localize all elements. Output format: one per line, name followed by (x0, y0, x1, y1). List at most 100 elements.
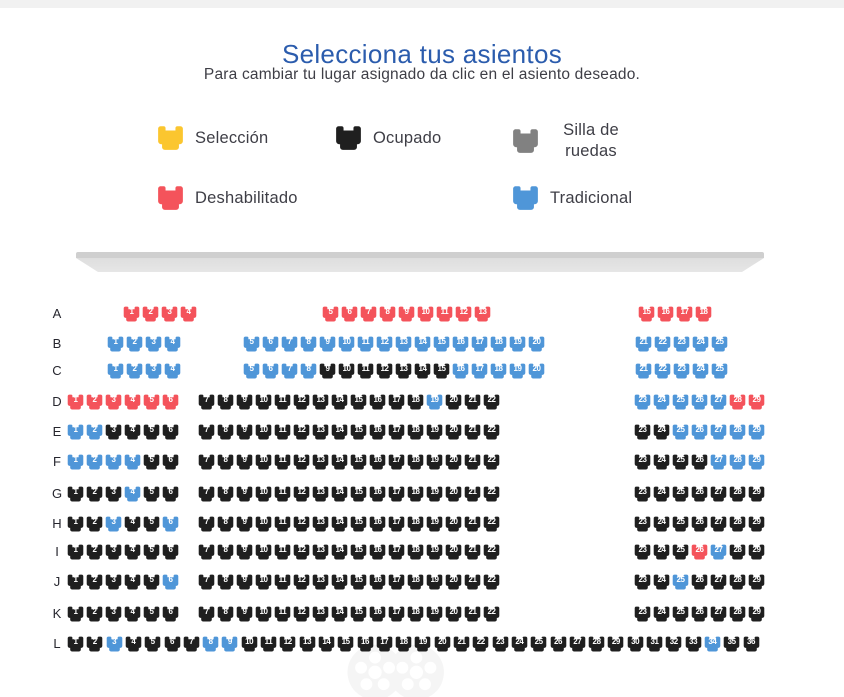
seat-l-23[interactable]: 23 (492, 635, 509, 653)
seat-j-25[interactable]: 25 (672, 573, 689, 591)
seat-l-5[interactable]: 5 (144, 635, 161, 653)
seat-j-8[interactable]: 8 (217, 573, 234, 591)
seat-e-26[interactable]: 26 (691, 423, 708, 441)
seat-d-6[interactable]: 6 (162, 393, 179, 411)
seat-k-19[interactable]: 19 (426, 605, 443, 623)
seat-b-9[interactable]: 9 (319, 335, 336, 353)
seat-b-15[interactable]: 15 (433, 335, 450, 353)
seat-k-18[interactable]: 18 (407, 605, 424, 623)
seat-g-2[interactable]: 2 (86, 485, 103, 503)
seat-j-13[interactable]: 13 (312, 573, 329, 591)
seat-e-28[interactable]: 28 (729, 423, 746, 441)
seat-l-4[interactable]: 4 (125, 635, 142, 653)
seat-b-24[interactable]: 24 (692, 335, 709, 353)
seat-k-12[interactable]: 12 (293, 605, 310, 623)
seat-i-22[interactable]: 22 (483, 543, 500, 561)
seat-i-26[interactable]: 26 (691, 543, 708, 561)
seat-j-27[interactable]: 27 (710, 573, 727, 591)
seat-l-12[interactable]: 12 (279, 635, 296, 653)
seat-l-17[interactable]: 17 (376, 635, 393, 653)
seat-e-11[interactable]: 11 (274, 423, 291, 441)
seat-a-10[interactable]: 10 (417, 305, 434, 323)
seat-e-16[interactable]: 16 (369, 423, 386, 441)
seat-l-21[interactable]: 21 (453, 635, 470, 653)
seat-j-9[interactable]: 9 (236, 573, 253, 591)
seat-a-12[interactable]: 12 (455, 305, 472, 323)
seat-j-19[interactable]: 19 (426, 573, 443, 591)
seat-j-21[interactable]: 21 (464, 573, 481, 591)
seat-g-21[interactable]: 21 (464, 485, 481, 503)
seat-h-16[interactable]: 16 (369, 515, 386, 533)
seat-e-6[interactable]: 6 (162, 423, 179, 441)
seat-d-20[interactable]: 20 (445, 393, 462, 411)
seat-f-10[interactable]: 10 (255, 453, 272, 471)
seat-i-9[interactable]: 9 (236, 543, 253, 561)
seat-c-4[interactable]: 4 (164, 362, 181, 380)
seat-c-9[interactable]: 9 (319, 362, 336, 380)
seat-l-33[interactable]: 33 (685, 635, 702, 653)
seat-f-21[interactable]: 21 (464, 453, 481, 471)
seat-f-20[interactable]: 20 (445, 453, 462, 471)
seat-g-10[interactable]: 10 (255, 485, 272, 503)
seat-k-13[interactable]: 13 (312, 605, 329, 623)
seat-e-1[interactable]: 1 (67, 423, 84, 441)
seat-l-36[interactable]: 36 (743, 635, 760, 653)
seat-g-28[interactable]: 28 (729, 485, 746, 503)
seat-c-13[interactable]: 13 (395, 362, 412, 380)
seat-a-7[interactable]: 7 (360, 305, 377, 323)
seat-b-14[interactable]: 14 (414, 335, 431, 353)
seat-k-22[interactable]: 22 (483, 605, 500, 623)
seat-f-16[interactable]: 16 (369, 453, 386, 471)
seat-l-31[interactable]: 31 (646, 635, 663, 653)
seat-h-26[interactable]: 26 (691, 515, 708, 533)
seat-i-7[interactable]: 7 (198, 543, 215, 561)
seat-d-8[interactable]: 8 (217, 393, 234, 411)
seat-a-1[interactable]: 1 (123, 305, 140, 323)
seat-h-11[interactable]: 11 (274, 515, 291, 533)
seat-d-7[interactable]: 7 (198, 393, 215, 411)
seat-l-19[interactable]: 19 (414, 635, 431, 653)
seat-i-15[interactable]: 15 (350, 543, 367, 561)
seat-f-7[interactable]: 7 (198, 453, 215, 471)
seat-k-5[interactable]: 5 (143, 605, 160, 623)
seat-h-23[interactable]: 23 (634, 515, 651, 533)
seat-l-32[interactable]: 32 (665, 635, 682, 653)
seat-e-2[interactable]: 2 (86, 423, 103, 441)
seat-j-23[interactable]: 23 (634, 573, 651, 591)
seat-l-22[interactable]: 22 (472, 635, 489, 653)
seat-d-14[interactable]: 14 (331, 393, 348, 411)
seat-b-21[interactable]: 21 (635, 335, 652, 353)
seat-j-10[interactable]: 10 (255, 573, 272, 591)
seat-e-9[interactable]: 9 (236, 423, 253, 441)
seat-h-13[interactable]: 13 (312, 515, 329, 533)
seat-l-34[interactable]: 34 (704, 635, 721, 653)
seat-i-8[interactable]: 8 (217, 543, 234, 561)
seat-h-24[interactable]: 24 (653, 515, 670, 533)
seat-d-21[interactable]: 21 (464, 393, 481, 411)
seat-d-11[interactable]: 11 (274, 393, 291, 411)
seat-c-22[interactable]: 22 (654, 362, 671, 380)
seat-i-5[interactable]: 5 (143, 543, 160, 561)
seat-h-28[interactable]: 28 (729, 515, 746, 533)
seat-i-25[interactable]: 25 (672, 543, 689, 561)
seat-c-19[interactable]: 19 (509, 362, 526, 380)
seat-l-7[interactable]: 7 (183, 635, 200, 653)
seat-b-13[interactable]: 13 (395, 335, 412, 353)
seat-j-3[interactable]: 3 (105, 573, 122, 591)
seat-b-19[interactable]: 19 (509, 335, 526, 353)
seat-f-17[interactable]: 17 (388, 453, 405, 471)
seat-i-27[interactable]: 27 (710, 543, 727, 561)
seat-e-18[interactable]: 18 (407, 423, 424, 441)
seat-e-23[interactable]: 23 (634, 423, 651, 441)
seat-i-17[interactable]: 17 (388, 543, 405, 561)
seat-d-24[interactable]: 24 (653, 393, 670, 411)
seat-e-22[interactable]: 22 (483, 423, 500, 441)
seat-i-18[interactable]: 18 (407, 543, 424, 561)
seat-e-8[interactable]: 8 (217, 423, 234, 441)
seat-h-9[interactable]: 9 (236, 515, 253, 533)
seat-b-25[interactable]: 25 (711, 335, 728, 353)
seat-e-19[interactable]: 19 (426, 423, 443, 441)
seat-j-16[interactable]: 16 (369, 573, 386, 591)
seat-c-8[interactable]: 8 (300, 362, 317, 380)
seat-l-8[interactable]: 8 (202, 635, 219, 653)
